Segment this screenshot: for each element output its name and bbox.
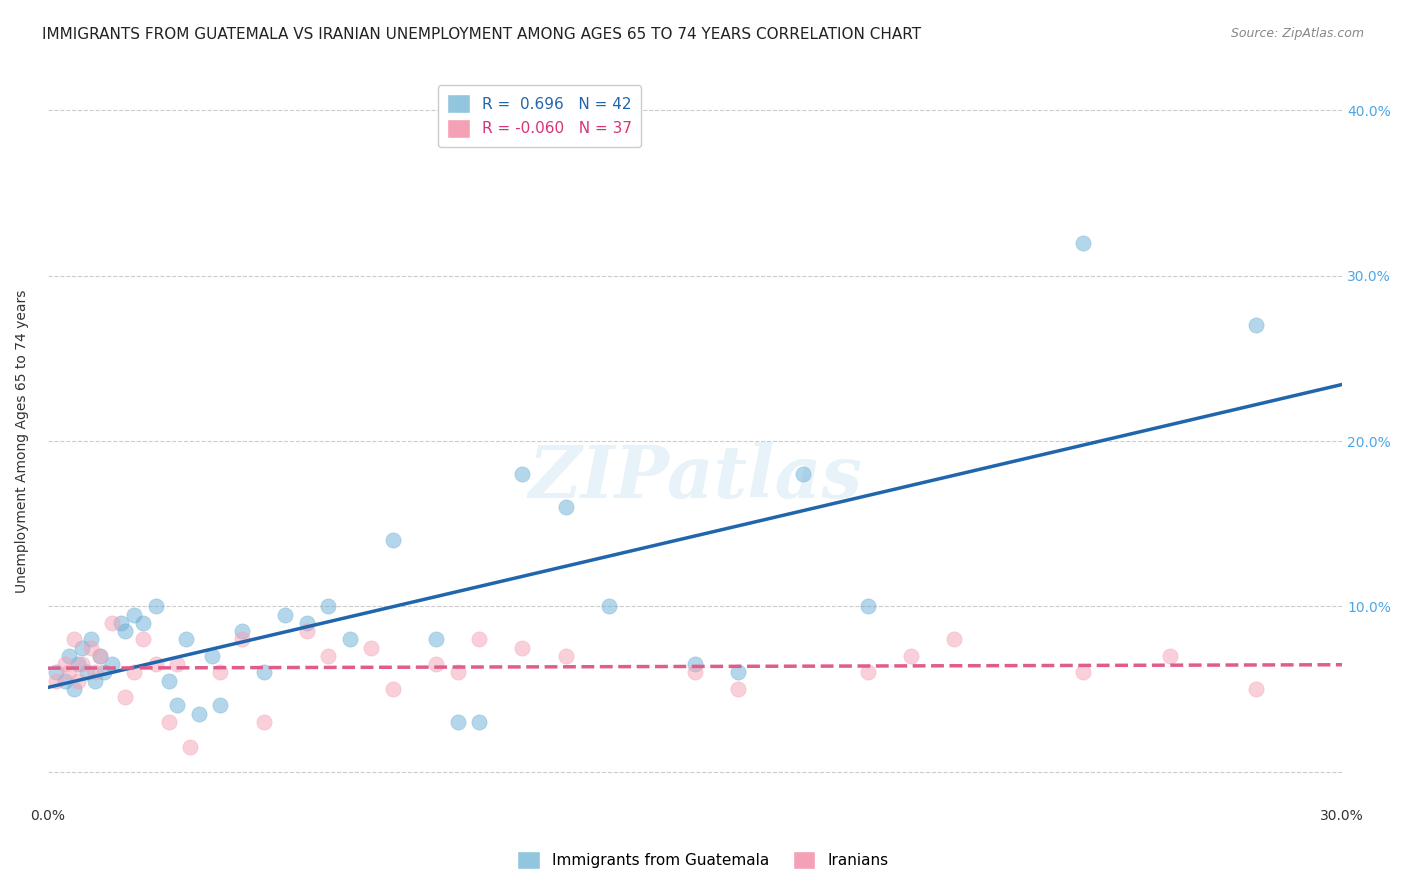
Point bbox=[209, 698, 232, 713]
Point bbox=[554, 648, 576, 663]
Point bbox=[131, 632, 153, 647]
Point bbox=[72, 657, 94, 672]
Point bbox=[45, 665, 67, 680]
Point bbox=[80, 640, 103, 655]
Point bbox=[1159, 648, 1181, 663]
Point bbox=[122, 607, 145, 622]
Point bbox=[425, 632, 447, 647]
Point bbox=[1244, 318, 1267, 333]
Point bbox=[381, 681, 404, 696]
Point bbox=[252, 714, 274, 729]
Point bbox=[683, 665, 706, 680]
Point bbox=[856, 665, 879, 680]
Point bbox=[84, 665, 107, 680]
Point bbox=[201, 648, 224, 663]
Point bbox=[62, 681, 84, 696]
Point bbox=[84, 673, 107, 688]
Point bbox=[89, 648, 111, 663]
Point bbox=[58, 665, 80, 680]
Point bbox=[122, 665, 145, 680]
Point bbox=[53, 657, 76, 672]
Point bbox=[110, 615, 132, 630]
Text: Source: ZipAtlas.com: Source: ZipAtlas.com bbox=[1230, 27, 1364, 40]
Point bbox=[209, 665, 232, 680]
Point bbox=[252, 665, 274, 680]
Point bbox=[101, 657, 124, 672]
Point bbox=[62, 632, 84, 647]
Point bbox=[900, 648, 922, 663]
Point bbox=[174, 632, 197, 647]
Point bbox=[447, 714, 470, 729]
Point bbox=[231, 632, 253, 647]
Point bbox=[468, 714, 491, 729]
Point bbox=[53, 673, 76, 688]
Point bbox=[512, 467, 534, 481]
Point bbox=[468, 632, 491, 647]
Point bbox=[856, 599, 879, 614]
Point bbox=[727, 665, 749, 680]
Point bbox=[425, 657, 447, 672]
Point bbox=[512, 640, 534, 655]
Point bbox=[145, 657, 167, 672]
Point bbox=[166, 657, 188, 672]
Point bbox=[942, 632, 965, 647]
Point bbox=[58, 648, 80, 663]
Point bbox=[76, 665, 98, 680]
Point bbox=[792, 467, 814, 481]
Point bbox=[727, 681, 749, 696]
Point bbox=[93, 665, 115, 680]
Point bbox=[166, 698, 188, 713]
Point bbox=[45, 673, 67, 688]
Point bbox=[683, 657, 706, 672]
Point bbox=[114, 690, 136, 705]
Point bbox=[381, 533, 404, 548]
Point bbox=[447, 665, 470, 680]
Point bbox=[598, 599, 620, 614]
Point bbox=[1073, 665, 1095, 680]
Point bbox=[295, 624, 318, 638]
Point bbox=[187, 706, 209, 721]
Point bbox=[360, 640, 382, 655]
Point bbox=[231, 624, 253, 638]
Legend: Immigrants from Guatemala, Iranians: Immigrants from Guatemala, Iranians bbox=[512, 845, 894, 875]
Point bbox=[1244, 681, 1267, 696]
Point bbox=[145, 599, 167, 614]
Point bbox=[66, 673, 89, 688]
Point bbox=[339, 632, 361, 647]
Text: IMMIGRANTS FROM GUATEMALA VS IRANIAN UNEMPLOYMENT AMONG AGES 65 TO 74 YEARS CORR: IMMIGRANTS FROM GUATEMALA VS IRANIAN UNE… bbox=[42, 27, 921, 42]
Point bbox=[554, 500, 576, 515]
Legend: R =  0.696   N = 42, R = -0.060   N = 37: R = 0.696 N = 42, R = -0.060 N = 37 bbox=[437, 85, 641, 147]
Text: ZIPatlas: ZIPatlas bbox=[527, 442, 862, 513]
Point bbox=[157, 673, 180, 688]
Point bbox=[131, 615, 153, 630]
Point bbox=[157, 714, 180, 729]
Y-axis label: Unemployment Among Ages 65 to 74 years: Unemployment Among Ages 65 to 74 years bbox=[15, 289, 30, 592]
Point bbox=[66, 657, 89, 672]
Point bbox=[179, 739, 201, 754]
Point bbox=[89, 648, 111, 663]
Point bbox=[316, 599, 339, 614]
Point bbox=[316, 648, 339, 663]
Point bbox=[72, 640, 94, 655]
Point bbox=[80, 632, 103, 647]
Point bbox=[274, 607, 297, 622]
Point bbox=[114, 624, 136, 638]
Point bbox=[101, 615, 124, 630]
Point bbox=[295, 615, 318, 630]
Point bbox=[1073, 235, 1095, 250]
